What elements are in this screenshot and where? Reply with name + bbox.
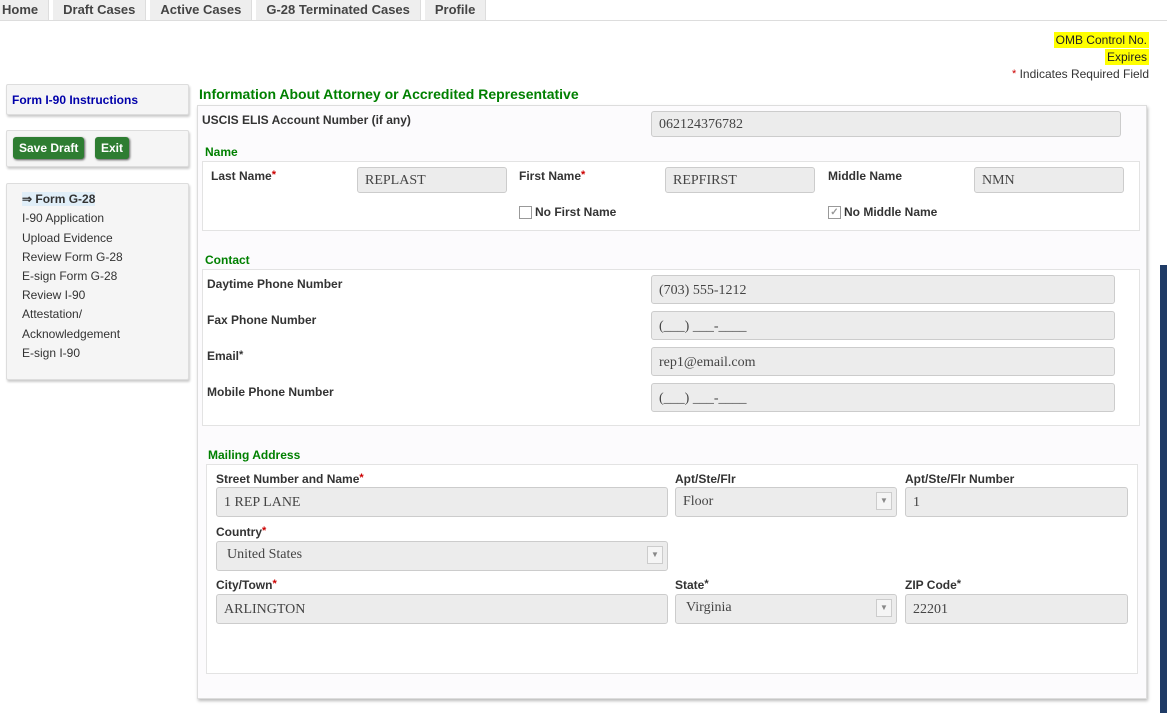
- last-name-input[interactable]: REPLAST: [357, 167, 507, 193]
- first-name-label: First Name*: [519, 169, 586, 183]
- instructions-link[interactable]: Form I-90 Instructions: [12, 93, 139, 107]
- page-title: Information About Attorney or Accredited…: [199, 86, 579, 102]
- mobile-phone-input[interactable]: (___) ___-____: [651, 383, 1115, 412]
- exit-button[interactable]: Exit: [95, 137, 130, 159]
- mobile-phone-label: Mobile Phone Number: [207, 385, 334, 399]
- city-input[interactable]: ARLINGTON: [216, 594, 668, 624]
- country-select[interactable]: United States ▼: [216, 541, 668, 571]
- apt-number-input[interactable]: 1: [905, 487, 1128, 517]
- name-heading: Name: [205, 145, 238, 159]
- omb-expires: Expires: [1104, 49, 1149, 65]
- daytime-phone-input[interactable]: (703) 555-1212: [651, 275, 1115, 304]
- actions-box: Save Draft Exit: [6, 130, 189, 167]
- street-label: Street Number and Name*: [216, 472, 364, 486]
- elis-account-input[interactable]: 062124376782: [651, 111, 1121, 137]
- apt-label: Apt/Ste/Flr: [675, 472, 736, 486]
- fax-phone-input[interactable]: (___) ___-____: [651, 311, 1115, 340]
- fax-phone-label: Fax Phone Number: [207, 313, 317, 327]
- step-esign-g28[interactable]: E-sign Form G-28: [22, 269, 118, 283]
- zip-label: ZIP Code*: [905, 578, 962, 592]
- no-middle-name-checkbox[interactable]: ✓ No Middle Name: [828, 205, 937, 220]
- save-draft-button[interactable]: Save Draft: [13, 137, 85, 159]
- steps-nav: [6, 183, 189, 380]
- step-upload-evidence[interactable]: Upload Evidence: [22, 231, 113, 245]
- step-attestation[interactable]: Attestation/: [22, 307, 83, 321]
- state-label: State*: [675, 578, 709, 592]
- step-review-i90[interactable]: Review I-90: [22, 288, 86, 302]
- state-select[interactable]: Virginia ▼: [675, 594, 897, 624]
- tab-active-cases[interactable]: Active Cases: [150, 0, 253, 20]
- omb-info: OMB Control No. Expires * Indicates Requ…: [1012, 32, 1149, 83]
- required-mark: *: [1011, 68, 1017, 80]
- tab-profile[interactable]: Profile: [424, 0, 487, 20]
- first-name-input[interactable]: REPFIRST: [665, 167, 815, 193]
- last-name-label: Last Name*: [211, 169, 276, 183]
- required-note: Indicates Required Field: [1019, 67, 1149, 81]
- checkmark-icon: ✓: [828, 206, 841, 220]
- contact-heading: Contact: [205, 253, 250, 267]
- step-acknowledgement[interactable]: Acknowledgement: [22, 327, 121, 341]
- apt-number-label: Apt/Ste/Flr Number: [905, 472, 1015, 486]
- checkbox-icon: [519, 206, 532, 220]
- instructions-box: Form I-90 Instructions: [6, 84, 189, 115]
- middle-name-label: Middle Name: [828, 169, 903, 183]
- tab-g28-terminated[interactable]: G-28 Terminated Cases: [256, 0, 421, 20]
- tab-draft-cases[interactable]: Draft Cases: [53, 0, 147, 20]
- tab-home[interactable]: Home: [0, 0, 50, 20]
- omb-control: OMB Control No.: [1053, 32, 1149, 48]
- no-first-name-checkbox[interactable]: No First Name: [519, 205, 616, 220]
- right-edge-bar: [1160, 265, 1167, 713]
- elis-label: USCIS ELIS Account Number (if any): [202, 113, 411, 127]
- chevron-down-icon: ▼: [876, 599, 892, 617]
- city-label: City/Town*: [216, 578, 277, 592]
- daytime-phone-label: Daytime Phone Number: [207, 277, 343, 291]
- step-esign-i90[interactable]: E-sign I-90: [22, 346, 81, 360]
- email-input[interactable]: rep1@email.com: [651, 347, 1115, 376]
- chevron-down-icon: ▼: [647, 546, 663, 564]
- top-tabs: Home Draft Cases Active Cases G-28 Termi…: [0, 0, 1167, 21]
- chevron-down-icon: ▼: [876, 492, 892, 510]
- apt-select[interactable]: Floor ▼: [675, 487, 897, 517]
- email-label: Email*: [207, 349, 244, 363]
- step-form-g28[interactable]: ⇒ Form G-28: [22, 192, 96, 206]
- country-label: Country*: [216, 525, 267, 539]
- middle-name-input[interactable]: NMN: [974, 167, 1124, 193]
- step-review-g28[interactable]: Review Form G-28: [22, 250, 123, 264]
- mailing-heading: Mailing Address: [208, 448, 301, 462]
- step-i90-application[interactable]: I-90 Application: [22, 211, 105, 225]
- street-input[interactable]: 1 REP LANE: [216, 487, 668, 517]
- zip-input[interactable]: 22201: [905, 594, 1128, 624]
